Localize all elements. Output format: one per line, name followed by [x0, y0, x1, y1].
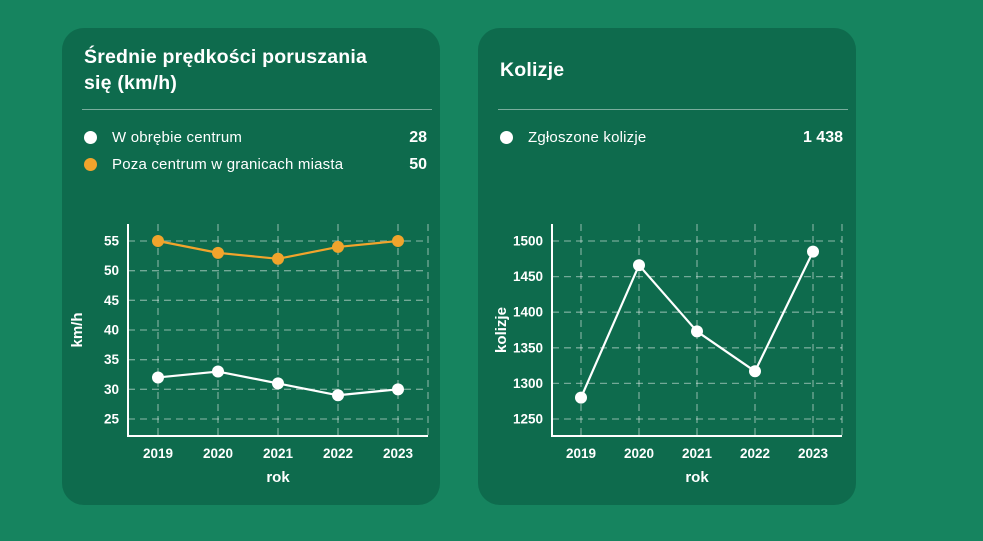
y-tick-label: 1300 [513, 376, 543, 391]
data-point [633, 259, 645, 272]
collisions-chart: 1250 1300 1350 1400 1450 1500 2019 2020 2021 2022… [493, 224, 843, 486]
x-tick-label: 2019 [566, 446, 596, 461]
x-tick-label: 2020 [203, 446, 233, 461]
series-poza-centrum-w-granicach-miasta [152, 235, 404, 265]
y-tick-label: 1500 [513, 234, 543, 249]
speed-card-divider [82, 109, 432, 110]
data-point [272, 377, 284, 390]
series-w-obr-bie-centrum [152, 365, 404, 402]
y-tick-label: 45 [104, 293, 120, 308]
x-tick-label: 2022 [740, 446, 770, 461]
data-point [272, 252, 284, 265]
data-point [575, 391, 587, 404]
y-tick-label: 50 [104, 263, 119, 278]
legend-label: Zgłoszone kolizje [528, 129, 647, 146]
x-tick-label: 2019 [143, 446, 173, 461]
data-point [392, 383, 404, 396]
gridlines [552, 224, 843, 436]
y-tick-labels: 25 30 35 40 45 50 55 [104, 234, 120, 427]
data-point [691, 325, 703, 338]
y-tick-label: 1250 [513, 412, 543, 427]
y-tick-label: 40 [104, 323, 119, 338]
collisions-card-divider [498, 109, 848, 110]
legend-value: 28 [409, 128, 427, 146]
y-tick-label: 35 [104, 352, 120, 367]
y-tick-label: 25 [104, 412, 120, 427]
axes [127, 224, 428, 437]
x-tick-label: 2023 [798, 446, 829, 461]
legend-marker-icon [84, 131, 97, 144]
x-axis-title: rok [685, 469, 709, 486]
speed-card: Średnie prędkości poruszania się (km/h) … [62, 28, 440, 505]
data-point [212, 246, 224, 259]
y-tick-labels: 1250 1300 1350 1400 1450 1500 [513, 234, 543, 427]
data-point [212, 365, 224, 378]
legend-marker-icon [500, 131, 513, 144]
x-tick-labels: 2019 2020 2021 2022 2023 [566, 446, 829, 461]
data-point [152, 235, 164, 247]
x-tick-label: 2023 [383, 446, 414, 461]
data-point [392, 235, 404, 247]
speed-legend: W obrębie centrum 28 Poza centrum w granic… [84, 124, 427, 178]
y-tick-label: 1350 [513, 340, 543, 355]
collisions-card: Kolizje Zgłoszone kolizje 1 438 1250 1300 1… [478, 28, 856, 505]
x-tick-label: 2022 [323, 446, 353, 461]
x-tick-label: 2021 [263, 446, 294, 461]
data-point [332, 240, 344, 253]
y-axis-title: kolizje [493, 307, 510, 353]
legend-value: 50 [409, 155, 427, 173]
data-point [749, 365, 761, 378]
y-tick-label: 55 [104, 234, 120, 249]
data-point [152, 371, 164, 384]
legend-marker-icon [84, 158, 97, 171]
legend-item: W obrębie centrum 28 [84, 124, 427, 151]
legend-item: Zgłoszone kolizje 1 438 [500, 124, 843, 151]
axes [551, 224, 842, 437]
y-tick-label: 1450 [513, 269, 543, 284]
x-tick-labels: 2019 2020 2021 2022 2023 [143, 446, 414, 461]
x-tick-label: 2021 [682, 446, 713, 461]
y-axis-title: km/h [69, 312, 86, 347]
legend-value: 1 438 [802, 128, 843, 146]
collisions-card-title: Kolizje [500, 59, 565, 82]
series-zg-oszone-kolizje [575, 245, 819, 404]
legend-item: Poza centrum w granicach miasta 50 [84, 151, 427, 178]
speed-chart: 25 30 35 40 45 50 55 2019 2020 2021 2022 2023 km/h ro… [69, 224, 429, 486]
collisions-legend: Zgłoszone kolizje 1 438 [500, 124, 843, 151]
y-tick-label: 30 [104, 382, 119, 397]
x-axis-title: rok [266, 469, 290, 486]
speed-card-title: Średnie prędkości poruszania się (km/h) [84, 46, 368, 94]
x-tick-label: 2020 [624, 446, 654, 461]
legend-label: W obrębie centrum [112, 129, 243, 146]
data-point [332, 389, 344, 402]
legend-label: Poza centrum w granicach miasta [112, 156, 344, 173]
data-point [807, 245, 819, 258]
y-tick-label: 1400 [513, 305, 543, 320]
